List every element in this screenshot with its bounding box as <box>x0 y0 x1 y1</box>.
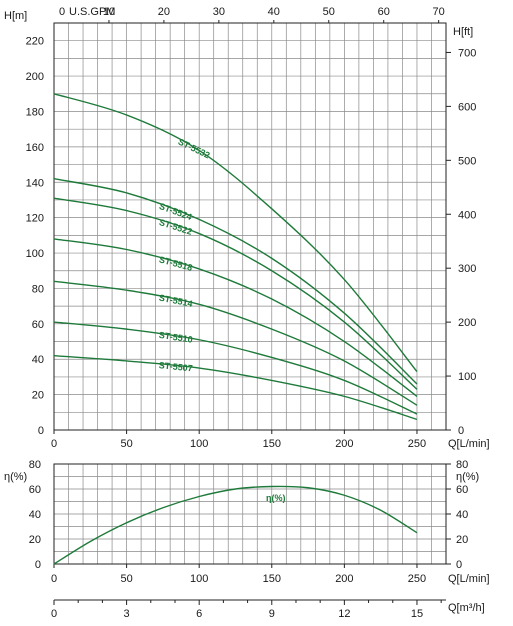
m3h-tick-label: 6 <box>196 608 202 620</box>
eff-x-tick-label: 150 <box>263 573 281 585</box>
eff-left-axis-title: η(%) <box>4 471 27 483</box>
curves <box>53 93 418 565</box>
eff-right-axis-title: η(%) <box>456 471 479 483</box>
efficiency-curve-label: η(%) <box>266 493 286 503</box>
head-plot-frame <box>53 22 447 431</box>
head-m-axis-title: H[m] <box>4 10 27 22</box>
labels: H[m] H[ft] Q[L/min] η(%) η(%) Q[L/min] Q[m³/h]… <box>4 10 490 614</box>
head-ft-tick-label: 0 <box>458 425 464 437</box>
eff-x-tick-label: 0 <box>51 573 57 585</box>
curve-label-st-5510: ST-5510 <box>158 330 193 345</box>
head-m-tick-label: 20 <box>32 390 44 402</box>
m3h-tick-label: 12 <box>338 608 350 620</box>
head-m-tick-label: 0 <box>38 425 44 437</box>
curve-label-st-5532: ST-5532 <box>177 137 212 161</box>
gpm-tick-label: 70 <box>433 6 445 18</box>
curve-label-st-5518: ST-5518 <box>158 254 193 272</box>
gpm-tick-label: 40 <box>268 6 280 18</box>
head-x-axis-title: Q[L/min] <box>448 438 490 450</box>
m3h-tick-label: 0 <box>51 608 57 620</box>
head-m-tick-label: 200 <box>26 71 44 83</box>
eff-x-tick-label: 200 <box>335 573 353 585</box>
m3h-tick-label: 9 <box>269 608 275 620</box>
head-ft-tick-label: 200 <box>458 317 476 329</box>
head-curve-st-5507 <box>53 354 418 421</box>
gpm-unit-label: U.S.GPM <box>69 6 115 18</box>
efficiency-curve <box>53 485 418 565</box>
head-m-tick-label: 180 <box>26 106 44 118</box>
head-x-tick-label: 200 <box>335 438 353 450</box>
gpm-tick-label: 20 <box>158 6 170 18</box>
eff-right-tick-label: 80 <box>456 459 468 471</box>
head-curve-st-5514 <box>53 280 418 406</box>
head-m-tick-label: 160 <box>26 142 44 154</box>
head-m-tick-label: 80 <box>32 283 44 295</box>
head-m-tick-label: 220 <box>26 36 44 48</box>
head-m-tick-label: 140 <box>26 177 44 189</box>
plot-frames <box>53 22 447 565</box>
eff-x-tick-label: 50 <box>120 573 132 585</box>
head-curve-st-5510 <box>53 321 418 415</box>
eff-left-tick-label: 40 <box>29 509 41 521</box>
eff-right-tick-label: 40 <box>456 509 468 521</box>
curve-label-st-5507: ST-5507 <box>158 360 193 373</box>
head-x-tick-label: 50 <box>120 438 132 450</box>
eff-left-tick-label: 80 <box>29 459 41 471</box>
head-m-tick-label: 60 <box>32 319 44 331</box>
gpm-tick-label: 10 <box>103 6 115 18</box>
eff-left-tick-label: 0 <box>35 559 41 571</box>
eff-right-tick-label: 20 <box>456 534 468 546</box>
head-ft-tick-label: 300 <box>458 263 476 275</box>
head-ft-tick-label: 600 <box>458 101 476 113</box>
m3h-tick-label: 15 <box>411 608 423 620</box>
head-ft-tick-label: 500 <box>458 155 476 167</box>
head-ft-tick-label: 700 <box>458 47 476 59</box>
head-ft-tick-label: 100 <box>458 371 476 383</box>
eff-x-tick-label: 100 <box>190 573 208 585</box>
eff-x-axis-title: Q[L/min] <box>448 573 490 585</box>
eff-right-tick-label: 60 <box>456 484 468 496</box>
eff-right-tick-label: 0 <box>456 559 462 571</box>
head-ft-tick-label: 400 <box>458 209 476 221</box>
grid <box>53 22 447 565</box>
head-curve-st-5532 <box>53 93 418 373</box>
head-curve-st-5522 <box>53 197 418 390</box>
m3h-tick-label: 3 <box>124 608 130 620</box>
head-m-tick-label: 40 <box>32 354 44 366</box>
gpm-tick-label: 30 <box>213 6 225 18</box>
m3h-axis-title: Q[m³/h] <box>448 602 485 614</box>
gpm-tick-label: 60 <box>378 6 390 18</box>
head-m-tick-label: 120 <box>26 213 44 225</box>
head-curve-st-5518 <box>53 238 418 397</box>
eff-x-tick-label: 250 <box>408 573 426 585</box>
gpm-zero-label: 0 <box>59 6 65 18</box>
head-x-tick-label: 150 <box>263 438 281 450</box>
eff-left-tick-label: 60 <box>29 484 41 496</box>
head-x-tick-label: 100 <box>190 438 208 450</box>
head-m-tick-label: 100 <box>26 248 44 260</box>
head-curve-st-5524 <box>53 178 418 385</box>
head-ft-axis-title: H[ft] <box>453 26 473 38</box>
eff-left-tick-label: 20 <box>29 534 41 546</box>
ticks: 0 50 100 150 200 2500204060801001201401601802… <box>26 6 477 620</box>
gpm-tick-label: 50 <box>323 6 335 18</box>
head-x-tick-label: 250 <box>408 438 426 450</box>
head-x-tick-label: 0 <box>51 438 57 450</box>
